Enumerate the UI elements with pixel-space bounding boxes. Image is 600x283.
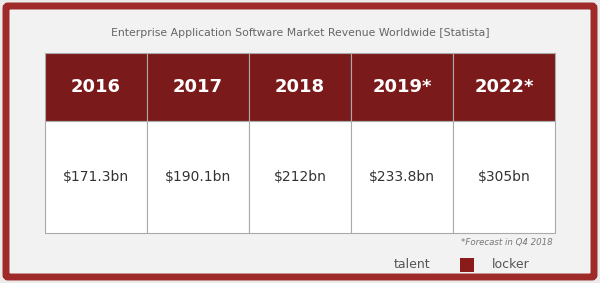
Bar	[351, 121, 453, 233]
Text: $171.3bn: $171.3bn	[63, 170, 129, 184]
Bar	[147, 121, 249, 233]
Text: 2019*: 2019*	[372, 78, 432, 96]
Text: 2017: 2017	[173, 78, 223, 96]
Text: $233.8bn: $233.8bn	[369, 170, 435, 184]
Bar	[249, 121, 351, 233]
Text: 2018: 2018	[275, 78, 325, 96]
Text: 2022*: 2022*	[474, 78, 534, 96]
FancyBboxPatch shape	[6, 6, 594, 277]
Text: locker: locker	[492, 258, 530, 271]
Text: $305bn: $305bn	[478, 170, 530, 184]
Text: *Forecast in Q4 2018: *Forecast in Q4 2018	[461, 238, 553, 247]
Bar	[45, 121, 147, 233]
Text: $212bn: $212bn	[274, 170, 326, 184]
Bar	[460, 258, 474, 272]
Bar	[453, 121, 555, 233]
Text: Enterprise Application Software Market Revenue Worldwide [Statista]: Enterprise Application Software Market R…	[110, 28, 490, 38]
Bar	[453, 53, 555, 121]
Text: talent: talent	[394, 258, 430, 271]
Bar	[45, 53, 147, 121]
Text: $190.1bn: $190.1bn	[165, 170, 231, 184]
Text: 2016: 2016	[71, 78, 121, 96]
Bar	[147, 53, 249, 121]
Bar	[249, 53, 351, 121]
Bar	[351, 53, 453, 121]
